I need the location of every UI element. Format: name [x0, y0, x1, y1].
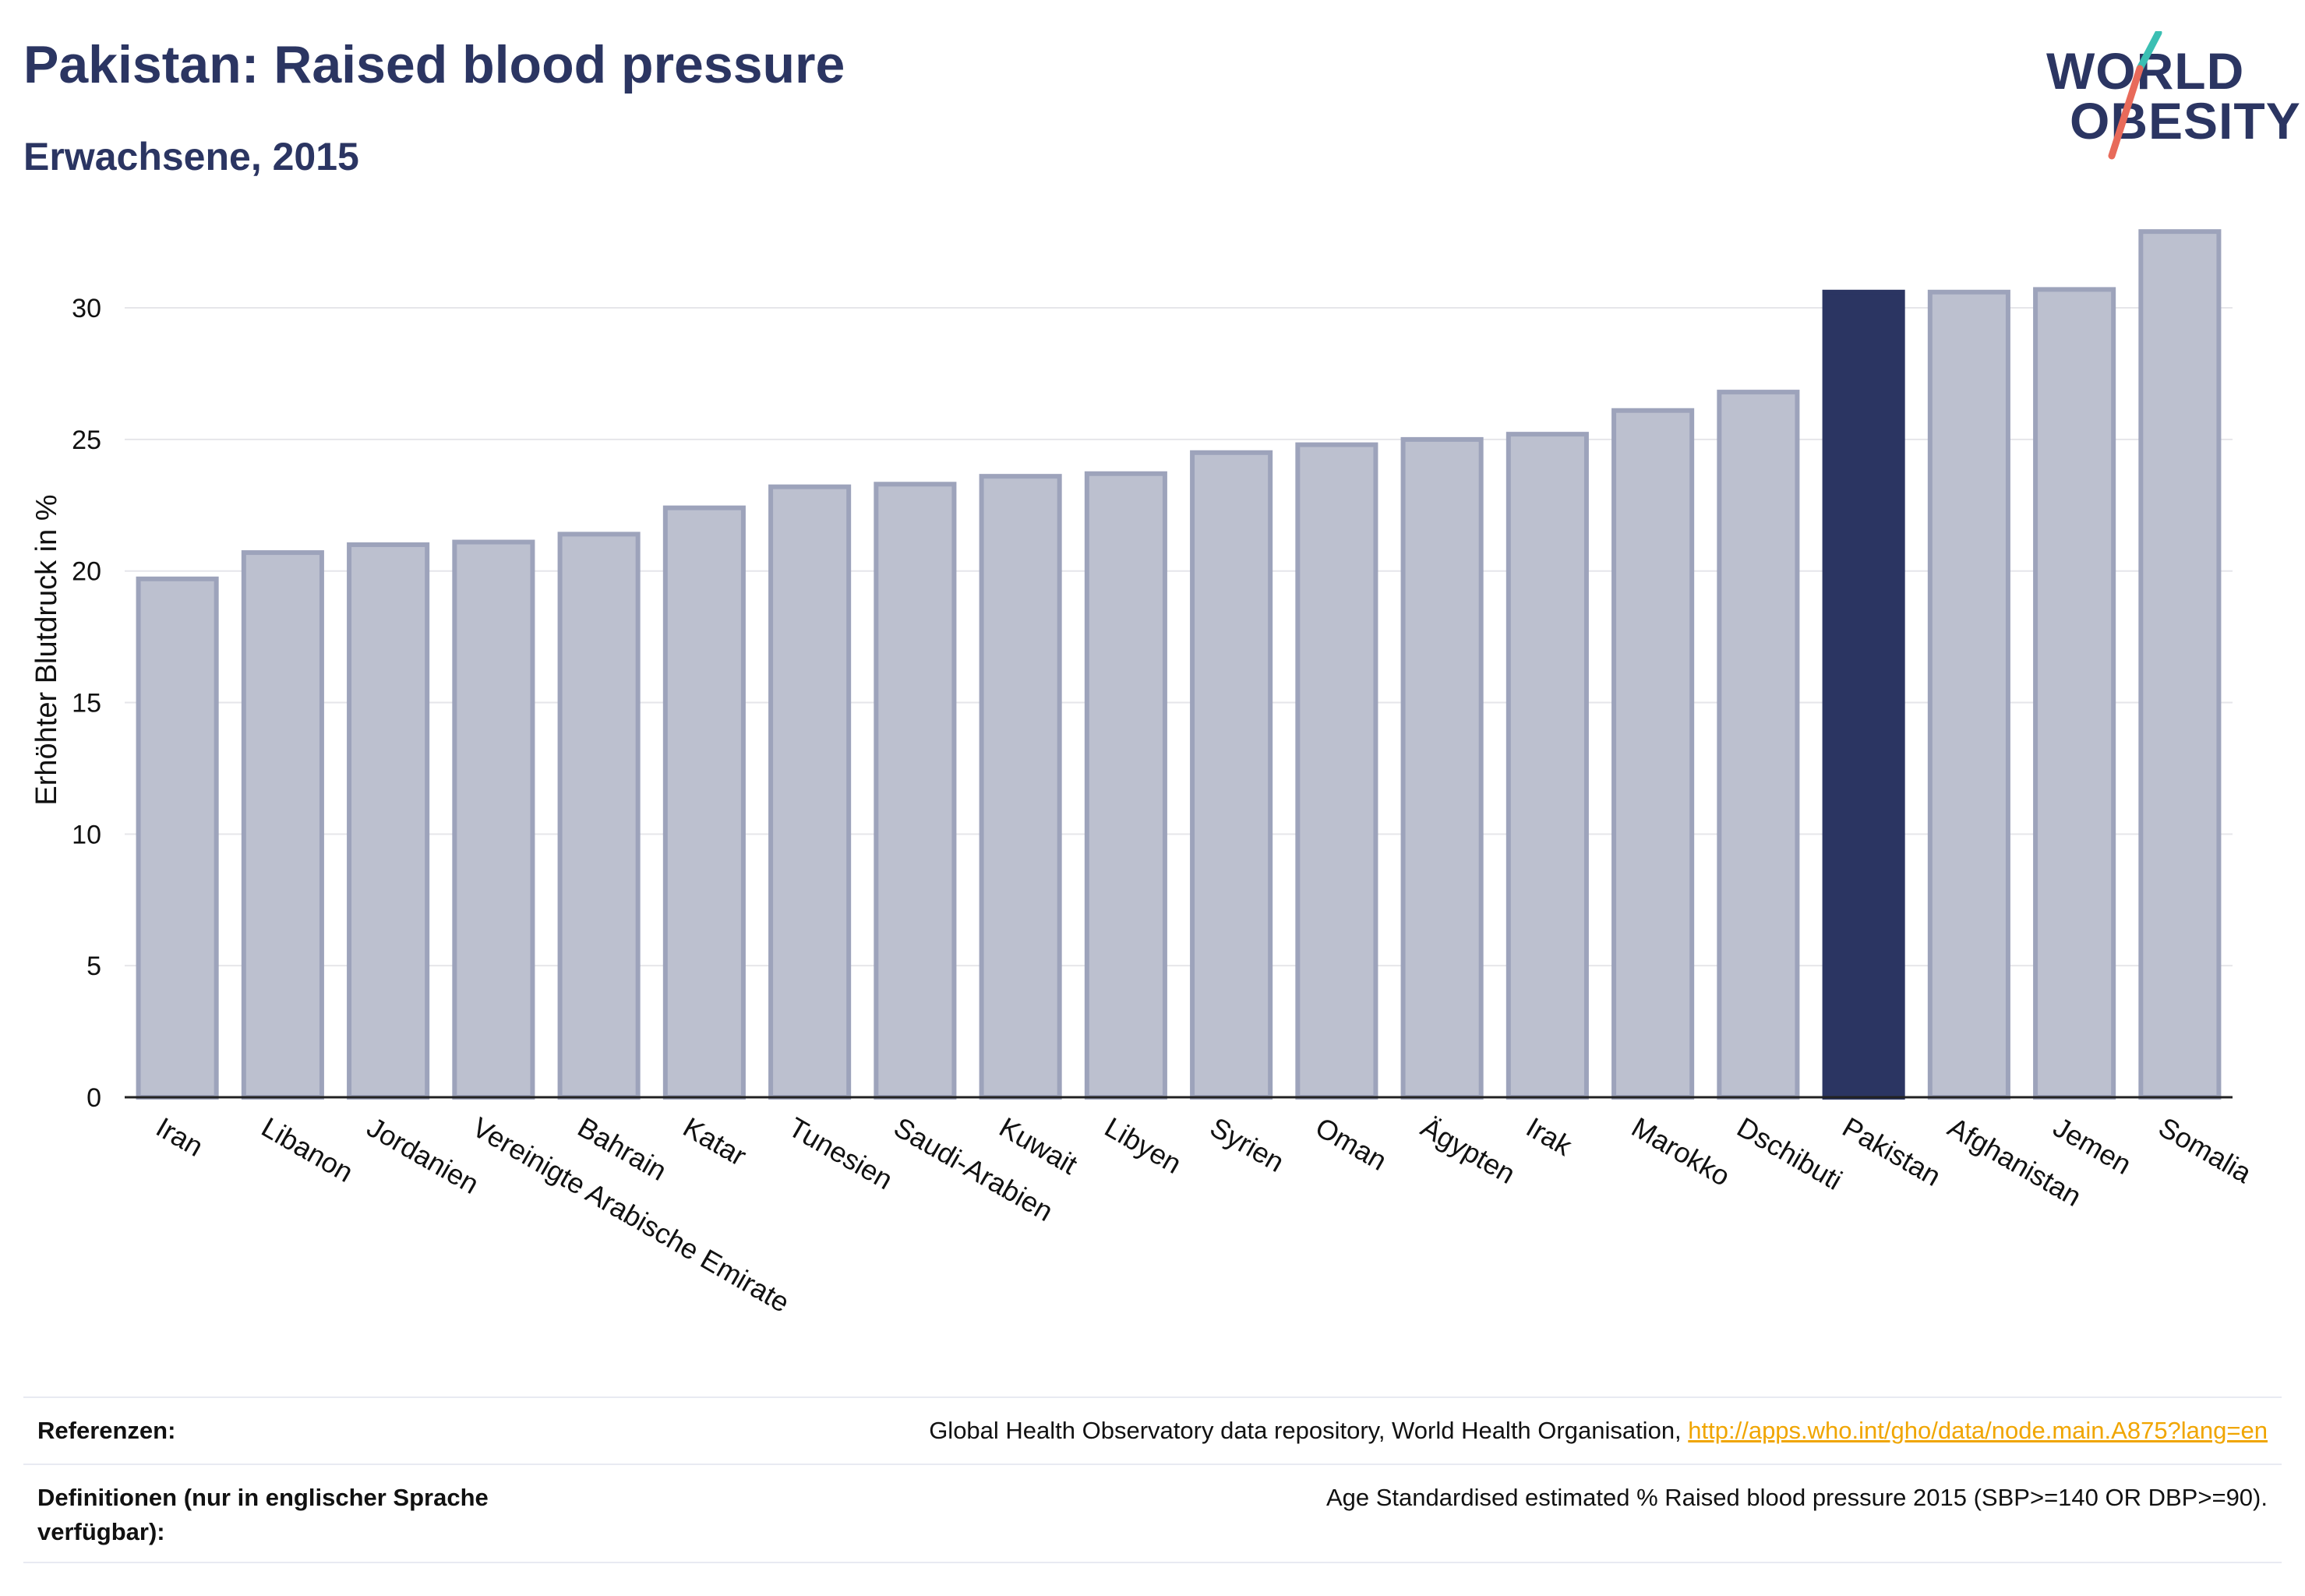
x-tick-label: Jordanien	[362, 1110, 484, 1200]
bar-libanon	[241, 550, 324, 1100]
x-tick-label: Dschibuti	[1731, 1110, 1848, 1196]
bar-vereinigte-arabische-emirate	[452, 539, 535, 1100]
y-tick-label: 30	[72, 294, 101, 323]
bar-ägypten	[1400, 436, 1484, 1100]
x-tick-label: Oman	[1310, 1110, 1392, 1177]
references-text: Global Health Observatory data repositor…	[929, 1417, 1689, 1444]
bar-syrien	[1190, 450, 1273, 1100]
references-link[interactable]: http://apps.who.int/gho/data/node.main.A…	[1688, 1417, 2268, 1444]
bar-saudi-arabien	[874, 482, 957, 1100]
bar-kuwait	[979, 474, 1062, 1100]
footer-divider	[23, 1396, 2282, 1398]
bar-libyen	[1084, 471, 1167, 1100]
x-tick-label: Libanon	[256, 1110, 358, 1188]
y-tick-label: 25	[72, 425, 101, 455]
x-tick-label: Somalia	[2153, 1110, 2257, 1189]
y-axis-label: Erhöhter Blutdruck in %	[30, 494, 63, 805]
x-tick-label: Katar	[678, 1110, 752, 1172]
bar-somalia	[2138, 229, 2222, 1100]
y-tick-label: 0	[86, 1083, 101, 1113]
definitions-value: Age Standardised estimated % Raised bloo…	[1325, 1484, 2268, 1511]
bar-irak	[1505, 432, 1589, 1100]
bar-afghanistan	[1927, 289, 2010, 1100]
logo-line-2: OBESITY	[2070, 92, 2301, 150]
bar-oman	[1295, 442, 1378, 1100]
references-label: Referenzen:	[37, 1417, 176, 1444]
y-tick-label: 5	[86, 952, 101, 981]
world-obesity-logo: WORLD OBESITY	[2034, 31, 2300, 164]
bar-jemen	[2033, 287, 2116, 1100]
bar-marokko	[1611, 408, 1695, 1100]
y-tick-label: 10	[72, 820, 101, 849]
x-tick-label: Marokko	[1626, 1110, 1735, 1192]
chart-subtitle: Erwachsene, 2015	[23, 135, 359, 178]
x-tick-label: Pakistan	[1837, 1110, 1947, 1192]
bar-dschibuti	[1717, 390, 1800, 1100]
x-tick-label: Ägypten	[1416, 1110, 1521, 1190]
bar-pakistan	[1822, 289, 1905, 1100]
x-tick-label: Syrien	[1205, 1110, 1290, 1178]
chart-title: Pakistan: Raised blood pressure	[23, 35, 845, 94]
bar-chart: 0 5 10 15 20 25 30 Erhöhter Blutdruck in % Iran L…	[30, 229, 2257, 1319]
bar-jordanien	[347, 542, 430, 1100]
x-tick-label: Libyen	[1100, 1110, 1187, 1180]
x-tick-label: Irak	[1521, 1110, 1578, 1162]
footer-divider	[23, 1562, 2282, 1563]
bar-bahrain	[557, 531, 641, 1100]
bar-katar	[662, 505, 746, 1100]
bar-tunesien	[768, 484, 852, 1100]
x-tick-label: Iran	[151, 1110, 209, 1163]
references-value: Global Health Observatory data repositor…	[929, 1414, 2268, 1448]
x-tick-label: Tunesien	[783, 1110, 898, 1195]
definitions-label: Definitionen (nur in englischer Sprache …	[37, 1484, 489, 1545]
bar-iran	[136, 576, 219, 1100]
y-tick-label: 15	[72, 689, 101, 719]
logo-slash-icon	[2108, 31, 2162, 160]
y-tick-label: 20	[72, 557, 101, 587]
footer-divider	[23, 1464, 2282, 1465]
